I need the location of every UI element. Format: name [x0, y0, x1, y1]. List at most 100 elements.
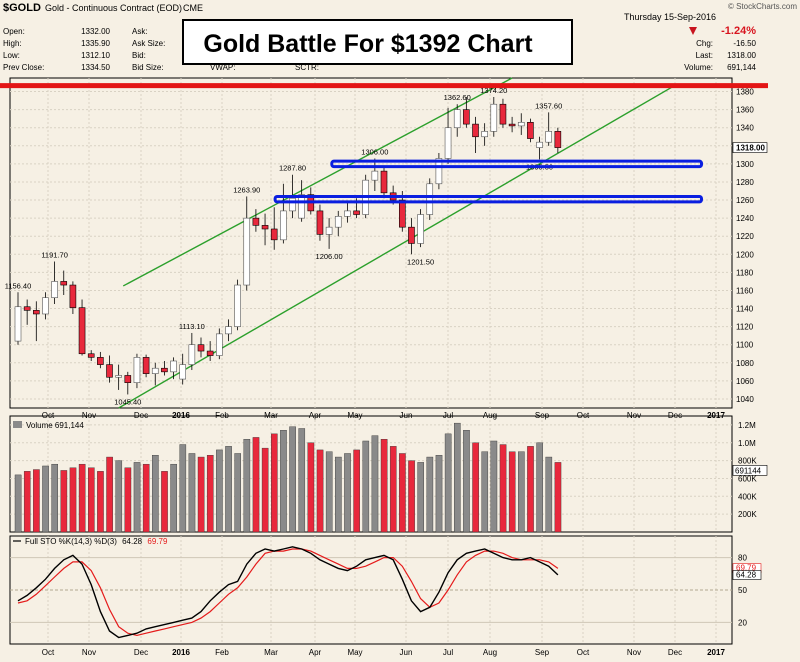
volume-bar — [408, 460, 415, 533]
candle-body — [106, 364, 113, 378]
candle-body — [42, 297, 49, 315]
candle-body — [545, 131, 553, 143]
price-tick-label: 1220 — [736, 232, 754, 241]
x-tick-label-bottom: May — [347, 648, 362, 657]
x-tick-label-price: Jul — [443, 411, 453, 420]
quote-right-value: 691,144 — [727, 63, 756, 72]
quote-right-label: Chg: — [696, 39, 713, 48]
current-volume-tag — [732, 465, 768, 476]
x-tick-label-price: 2017 — [707, 411, 725, 420]
volume-bar — [499, 444, 507, 533]
x-tick-label-price: 2016 — [172, 411, 190, 420]
quote-left: Open: 1332.00 High: 1335.90 Low: 1312.10 Prev … — [3, 27, 111, 72]
volume-bar — [307, 442, 315, 533]
volume-bar — [371, 435, 379, 533]
volume-bar — [289, 426, 296, 533]
candle-body — [280, 210, 287, 241]
volume-legend: Volume 691,144 — [13, 421, 84, 430]
axis-layer: Oct Oct Nov Nov Dec Dec 2016 2016 Feb Feb Mar Mar Ap… — [42, 88, 768, 657]
price-tick-label: 1160 — [736, 286, 754, 295]
quote-mid-label: Bid Size: — [132, 63, 164, 72]
volume-bar — [426, 456, 434, 533]
candle-body — [316, 210, 324, 235]
volume-tick-label: 200K — [738, 510, 757, 519]
x-tick-label-price: Sep — [535, 411, 550, 420]
price-tick-label: 1200 — [736, 250, 754, 259]
candle-body — [170, 360, 177, 373]
price-point-label: 1045.40 — [114, 397, 141, 406]
pct-change-label: -1.24% — [721, 25, 756, 37]
x-tick-label-price: Dec — [134, 411, 148, 420]
price-tick-label: 1340 — [736, 124, 754, 133]
price-point-label: 1156.40 — [5, 281, 32, 290]
x-tick-label-bottom: Oct — [577, 648, 590, 657]
annotation-title-frame — [182, 19, 573, 65]
candle-body — [234, 284, 241, 327]
sto-d-line — [17, 548, 559, 637]
price-point-label: 1191.70 — [41, 251, 68, 260]
x-tick-label-bottom: Mar — [264, 648, 278, 657]
x-tick-label-bottom: Nov — [82, 648, 96, 657]
candle-body — [151, 367, 159, 374]
volume-bar — [444, 433, 452, 533]
quote-value: 1334.50 — [81, 63, 110, 72]
price-panel — [9, 77, 733, 409]
quote-mid: Ask: Ask Size: Bid: Bid Size: — [132, 27, 165, 72]
volume-bar — [463, 430, 470, 533]
candle-body — [225, 326, 232, 335]
description-label: Gold - Continuous Contract (EOD) — [45, 3, 182, 13]
volume-bar — [335, 456, 342, 533]
candle-body — [536, 141, 543, 148]
quote-mid-label: Ask Size: — [132, 39, 165, 48]
x-tick-label-bottom: Aug — [483, 648, 497, 657]
current-volume-label: 691144 — [735, 466, 762, 475]
volume-bar — [527, 446, 534, 533]
volume-bar — [435, 455, 443, 533]
candle-body — [14, 306, 22, 342]
quote-right-value: 1318.00 — [727, 51, 756, 60]
candle-body — [453, 109, 461, 129]
candle-body — [179, 364, 186, 380]
volume-bar — [362, 440, 370, 533]
boxes-layer — [273, 159, 704, 204]
x-tick-label-bottom: Nov — [627, 648, 641, 657]
volume-bar — [69, 467, 77, 533]
volume-tick-label: 1.2M — [738, 421, 756, 430]
x-tick-label-price: Aug — [483, 411, 497, 420]
candle-body — [417, 214, 424, 244]
candle-body — [51, 281, 58, 298]
volume-layer — [14, 422, 562, 533]
x-tick-label-price: Mar — [264, 411, 278, 420]
candle-body — [408, 226, 415, 244]
candle-body — [161, 367, 168, 373]
x-tick-label-price: Dec — [668, 411, 682, 420]
quote-label: High: — [3, 39, 22, 48]
candle-body — [527, 122, 534, 139]
candle-body — [371, 170, 379, 181]
volume-bar — [33, 469, 40, 533]
candle-body — [32, 310, 40, 315]
x-tick-label-bottom: Apr — [309, 648, 322, 657]
volume-bar — [243, 439, 251, 533]
candle-body — [499, 103, 507, 125]
volume-bar — [60, 470, 68, 533]
x-tick-label-price: Feb — [215, 411, 229, 420]
volume-bar — [124, 467, 132, 533]
quote-right-label: Volume: — [684, 63, 713, 72]
candle-body — [325, 226, 333, 235]
channel-upper-line — [122, 77, 513, 287]
volume-bar — [206, 455, 214, 533]
candle-body — [554, 131, 562, 148]
sto-tick-label: 50 — [738, 586, 747, 595]
candle-body — [289, 197, 296, 212]
volume-bar — [78, 463, 86, 533]
candle-body — [353, 210, 360, 215]
volume-bar — [216, 449, 223, 533]
volume-bar — [115, 460, 123, 533]
x-tick-label-bottom: 2016 — [172, 648, 190, 657]
volume-bar — [188, 453, 196, 533]
sto-legend-text: Full STO %K(14,3) %D(3) 64.28 69.79 — [25, 537, 168, 546]
volume-legend-swatch — [13, 421, 22, 428]
